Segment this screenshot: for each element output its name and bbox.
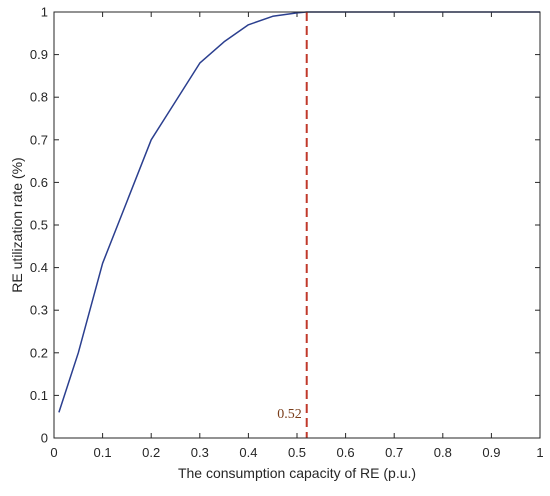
x-axis-label: The consumption capacity of RE (p.u.) [178,465,416,481]
y-tick-label: 0.4 [30,260,48,275]
threshold-label: 0.52 [277,407,302,422]
x-tick-label: 0.1 [94,445,112,460]
series-line [58,11,540,413]
y-tick-label: 0.5 [30,218,48,233]
y-tick-label: 0.2 [30,345,48,360]
ticks-layer: 0 0.1 0.2 0.3 0.4 0.5 0.6 0.7 0.8 0.9 1 0 0.1 0.2 0.3 0… [30,5,544,461]
y-tick-label: 0.3 [30,303,48,318]
x-tick-label: 0 [50,445,57,460]
y-tick-label: 0.7 [30,132,48,147]
y-axis-label: RE utilization rate (%) [9,157,25,292]
x-tick-label: 0.3 [191,445,209,460]
x-tick-label: 1 [536,445,543,460]
x-tick-label: 0.9 [482,445,500,460]
y-tick-label: 0.1 [30,388,48,403]
line-layer [58,11,540,413]
y-tick-label: 0.8 [30,90,48,105]
x-tick-label: 0.6 [337,445,355,460]
x-tick-label: 0.2 [142,445,160,460]
annotation-layer: 0.52 [277,12,308,438]
x-tick-label: 0.8 [434,445,452,460]
plot-frame [53,11,541,439]
x-tick-label: 0.7 [385,445,403,460]
x-tick-label: 0.5 [288,445,306,460]
y-tick-label: 1 [41,5,48,20]
y-tick-label: 0 [41,431,48,446]
y-tick-label: 0.9 [30,47,48,62]
x-tick-label: 0.4 [239,445,257,460]
y-tick-label: 0.6 [30,175,48,190]
